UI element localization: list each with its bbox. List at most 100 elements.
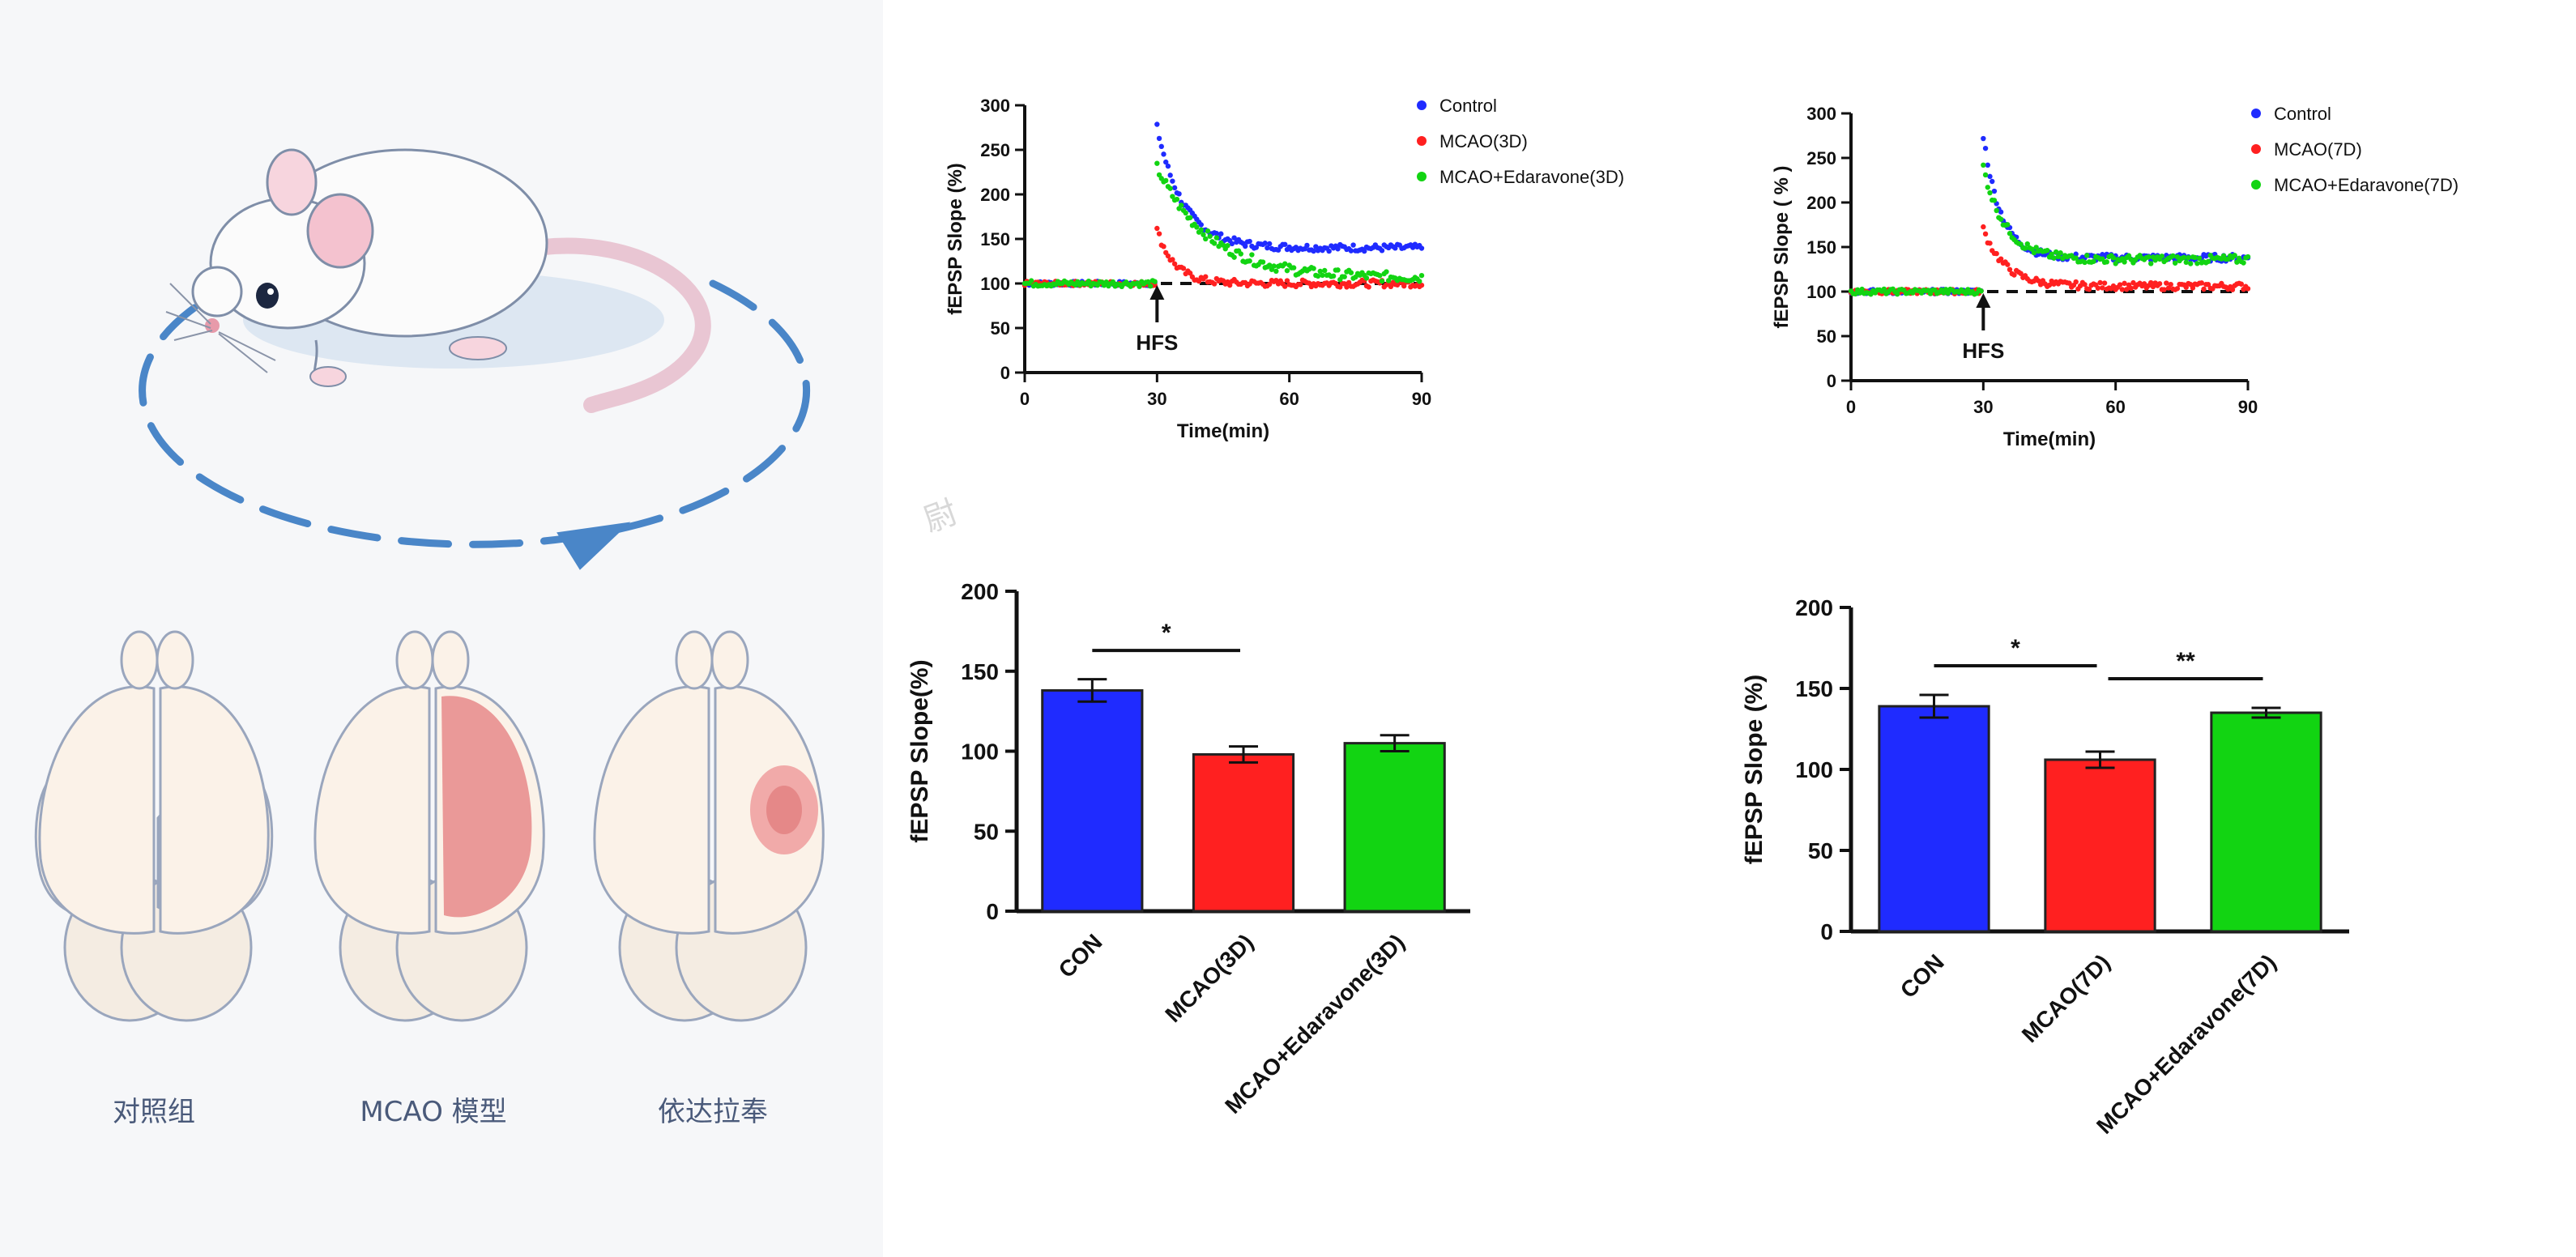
- data-point: [1418, 245, 1425, 251]
- legend-label: MCAO+Edaravone(3D): [1439, 167, 1624, 187]
- data-point: [1991, 188, 1998, 194]
- data-point: [2018, 241, 2024, 247]
- y-tick-label: 150: [980, 229, 1010, 249]
- data-point: [2194, 261, 2200, 266]
- data-point: [1384, 269, 1389, 275]
- line-chart-3d: 0 50 100 150 200 250 300 0 30 60 90 Time(min) fEPSP …: [945, 96, 1624, 442]
- data-point: [2024, 241, 2030, 247]
- data-point: [1998, 256, 2004, 262]
- data-point: [2205, 258, 2211, 265]
- data-point: [1394, 282, 1401, 288]
- data-point: [1853, 291, 1858, 297]
- data-point: [1348, 248, 1354, 254]
- x-tick-label: 0: [1020, 389, 1030, 409]
- data-point: [1994, 207, 1999, 214]
- brain-edaravone: [593, 630, 825, 1022]
- data-point: [2005, 222, 2011, 228]
- illustration-svg: [34, 148, 825, 1022]
- data-point: [1981, 162, 1986, 168]
- data-point: [1174, 196, 1180, 202]
- data-point: [1341, 274, 1347, 279]
- rat-whiskers: [165, 283, 276, 373]
- legend-label: Control: [2274, 104, 2331, 124]
- data-point: [2049, 251, 2054, 257]
- x-tick-label: 90: [2238, 397, 2258, 417]
- hfs-label: HFS: [1136, 330, 1178, 355]
- series-0: [1021, 121, 1425, 288]
- data-point: [1152, 279, 1158, 284]
- y-tick-label: 50: [1808, 838, 1833, 863]
- data-point: [1311, 248, 1316, 254]
- y-tick-label: 100: [980, 274, 1010, 294]
- data-point: [1417, 279, 1422, 284]
- category-label: MCAO+Edaravone(7D): [2092, 949, 2281, 1139]
- category-label: MCAO(3D): [1160, 929, 1258, 1027]
- data-point: [1388, 283, 1394, 290]
- data-point: [2117, 282, 2123, 288]
- category-label: CON: [1896, 949, 1949, 1003]
- data-point: [1161, 151, 1166, 157]
- data-point: [1187, 271, 1193, 276]
- data-point: [1304, 242, 1310, 249]
- data-point: [1362, 248, 1367, 254]
- data-point: [1198, 222, 1204, 228]
- data-point: [2110, 255, 2117, 261]
- y-tick-label: 150: [1795, 676, 1833, 701]
- data-point: [1978, 288, 1984, 294]
- y-tick-label: 200: [961, 579, 999, 604]
- x-tick-label: 60: [1279, 389, 1299, 409]
- bar-chart-7d: 0 50 100 150 200 fEPSP Slope (%) CON MCAO(7D)MC…: [1741, 595, 2349, 1139]
- data-point: [1137, 283, 1142, 289]
- data-point: [1266, 262, 1273, 268]
- y-axis-label: fEPSP Slope (%): [1741, 675, 1768, 865]
- data-point: [1857, 290, 1863, 296]
- data-point: [1247, 258, 1252, 264]
- y-tick-label: 50: [1817, 326, 1836, 347]
- y-axis-label: fEPSP Slope (%): [945, 163, 966, 315]
- data-point: [2201, 286, 2207, 292]
- data-point: [1218, 231, 1224, 236]
- data-point: [2033, 245, 2039, 250]
- data-point: [2172, 260, 2178, 266]
- data-point: [2097, 279, 2103, 286]
- data-point: [1418, 282, 1425, 288]
- data-point: [1145, 279, 1151, 285]
- data-point: [1171, 185, 1178, 191]
- data-point: [1335, 267, 1341, 273]
- data-point: [1273, 268, 1279, 275]
- legend-marker: [2251, 180, 2261, 190]
- data-point: [2245, 286, 2251, 292]
- y-tick-label: 150: [1806, 237, 1836, 258]
- data-point: [2188, 261, 2194, 266]
- data-point: [2156, 281, 2163, 287]
- rat-eye: [256, 283, 279, 309]
- data-point: [1154, 160, 1160, 166]
- data-point: [1243, 243, 1248, 249]
- data-point: [1110, 279, 1116, 285]
- data-point: [2051, 255, 2057, 261]
- data-point: [1205, 228, 1211, 234]
- data-point: [1165, 163, 1171, 169]
- data-point: [1158, 143, 1164, 150]
- data-point: [1179, 202, 1184, 208]
- data-point: [1211, 281, 1218, 287]
- data-point: [2037, 282, 2044, 288]
- data-point: [1170, 257, 1175, 262]
- data-point: [2122, 280, 2127, 287]
- data-point: [2119, 287, 2126, 292]
- data-point: [1990, 178, 1995, 185]
- data-point: [2199, 280, 2205, 286]
- data-point: [1981, 135, 1986, 142]
- data-point: [2181, 254, 2187, 261]
- data-point: [2104, 259, 2109, 265]
- data-point: [2122, 259, 2127, 265]
- legend-marker: [2251, 109, 2261, 118]
- y-tick-label: 0: [1827, 371, 1836, 391]
- rat-tail: [510, 237, 711, 413]
- y-tick-label: 200: [980, 185, 1010, 205]
- bar-chart-3d: 0 50 100 150 200 fEPSP Slope(%) CON MCAO(3D)MCA…: [906, 579, 1470, 1119]
- y-tick-label: 250: [980, 140, 1010, 160]
- data-point: [1985, 162, 1990, 168]
- data-point: [2128, 285, 2134, 292]
- data-point: [1282, 283, 1288, 289]
